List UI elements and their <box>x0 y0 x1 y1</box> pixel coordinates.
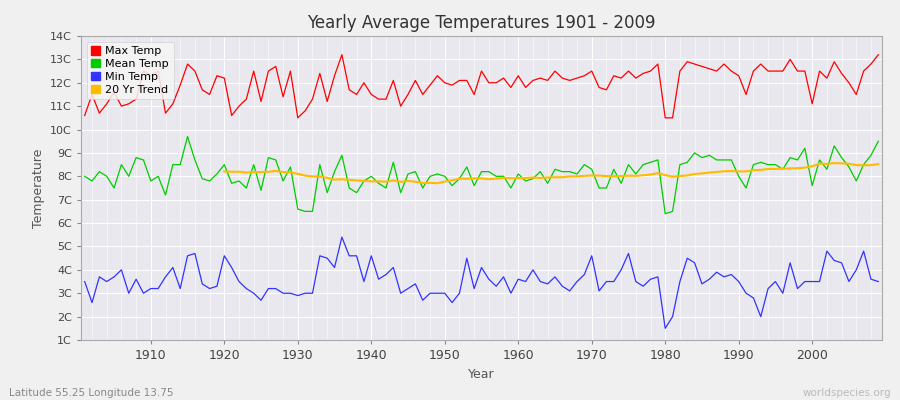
Text: Latitude 55.25 Longitude 13.75: Latitude 55.25 Longitude 13.75 <box>9 388 174 398</box>
X-axis label: Year: Year <box>468 368 495 380</box>
Text: worldspecies.org: worldspecies.org <box>803 388 891 398</box>
Title: Yearly Average Temperatures 1901 - 2009: Yearly Average Temperatures 1901 - 2009 <box>307 14 656 32</box>
Y-axis label: Temperature: Temperature <box>32 148 44 228</box>
Legend: Max Temp, Mean Temp, Min Temp, 20 Yr Trend: Max Temp, Mean Temp, Min Temp, 20 Yr Tre… <box>86 42 174 99</box>
